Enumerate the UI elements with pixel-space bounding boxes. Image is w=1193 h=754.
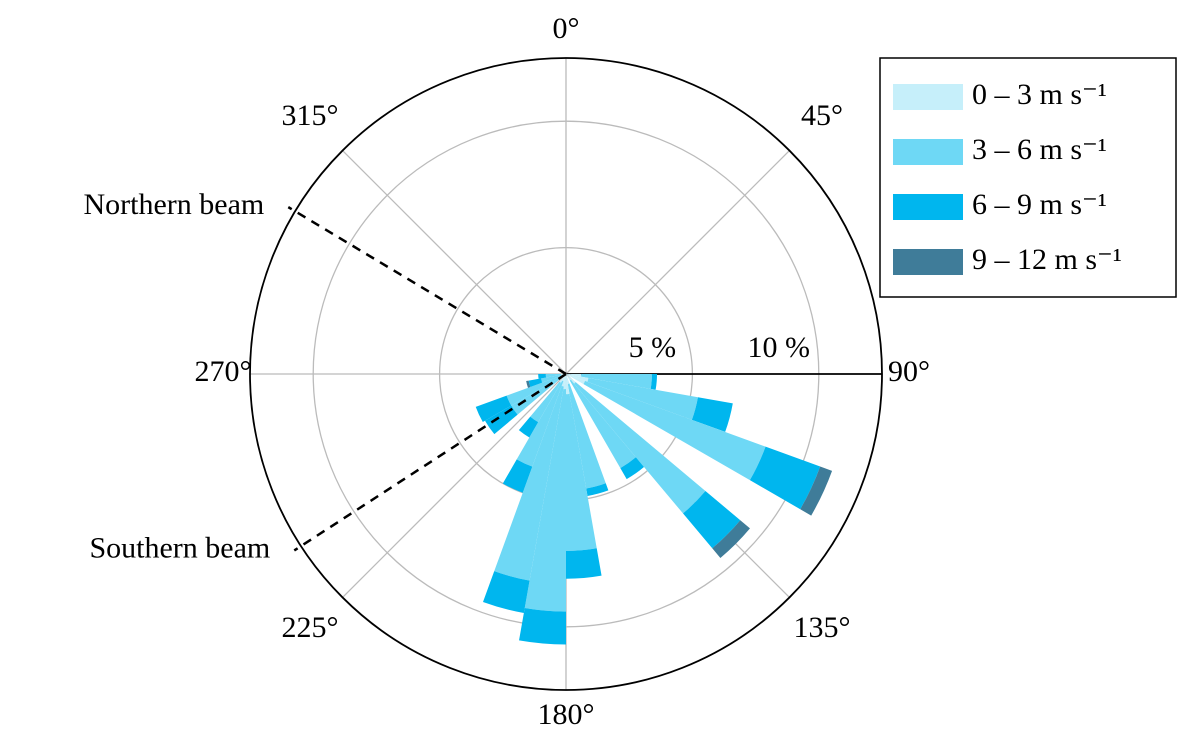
legend-swatch <box>893 84 963 110</box>
r-tick-label: 10 % <box>748 331 811 364</box>
wedge <box>519 608 566 644</box>
legend-label: 0 – 3 m s⁻¹ <box>972 78 1107 111</box>
legend: 0 – 3 m s⁻¹ 3 – 6 m s⁻¹ 6 – 9 m s⁻¹ 9 – 12 … <box>880 58 1176 297</box>
angle-label: 225° <box>282 611 339 644</box>
beam-label: Northern beam <box>84 188 265 221</box>
angle-label: 315° <box>282 99 339 132</box>
legend-swatch <box>893 194 963 220</box>
angle-label: 270° <box>195 355 252 388</box>
r-tick-label: 5 % <box>629 331 677 364</box>
legend-label: 9 – 12 m s⁻¹ <box>972 243 1122 276</box>
beam-label: Southern beam <box>89 531 270 564</box>
angle-label: 180° <box>538 698 595 731</box>
wedge <box>566 548 602 578</box>
legend-swatch <box>893 249 963 275</box>
angle-label: 45° <box>801 99 843 132</box>
angle-label: 90° <box>888 355 930 388</box>
beam-line <box>288 207 566 374</box>
angle-label: 0° <box>553 12 580 45</box>
angle-label: 135° <box>793 611 850 644</box>
legend-label: 3 – 6 m s⁻¹ <box>972 133 1107 166</box>
grid-spoke <box>343 151 566 374</box>
legend-swatch <box>893 139 963 165</box>
legend-label: 6 – 9 m s⁻¹ <box>972 188 1107 221</box>
